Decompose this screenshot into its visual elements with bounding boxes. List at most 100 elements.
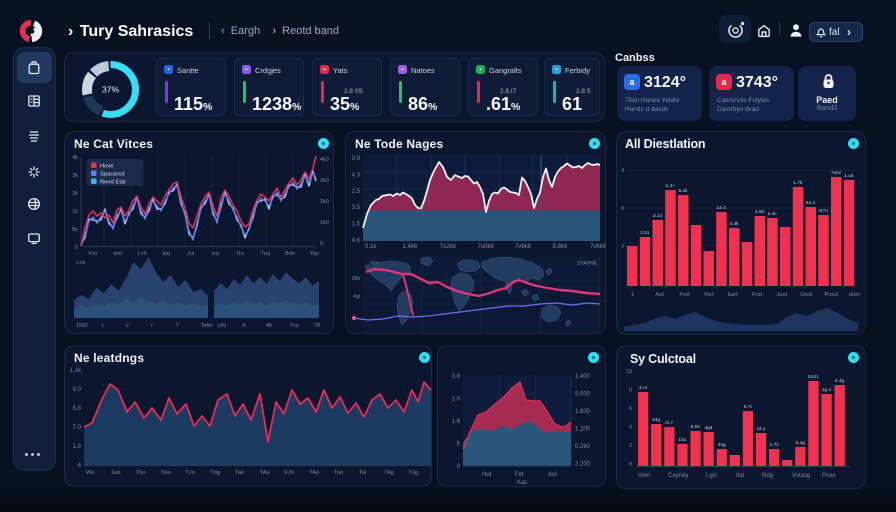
svg-text:1.400: 1.400 (575, 374, 591, 380)
svg-text:7s2k6: 7s2k6 (440, 244, 457, 250)
svg-text:FJo: FJo (284, 470, 294, 476)
svg-text:1.u3: 1.u3 (844, 173, 854, 179)
svg-text:4.4k: 4.4k (729, 221, 739, 227)
svg-text:Aul: Aul (548, 472, 557, 478)
svg-text:Oost: Oost (800, 292, 813, 298)
svg-text:5.000: 5.000 (575, 392, 591, 398)
svg-text:5141: 5141 (808, 374, 819, 380)
svg-text:Lvh: Lvh (138, 251, 147, 257)
svg-text:/4.7: /4.7 (665, 420, 673, 426)
svg-text:4I7u: 4I7u (819, 208, 829, 214)
svg-text:4.6: 4.6 (352, 238, 361, 244)
svg-text:1: 1 (631, 292, 634, 298)
svg-text:1.800: 1.800 (575, 409, 591, 415)
svg-text:1.4k6: 1.4k6 (403, 244, 418, 250)
svg-text:1.1k: 1.1k (70, 368, 82, 374)
svg-text:dom: dom (849, 292, 860, 298)
svg-text:5.52: 5.52 (691, 424, 701, 430)
svg-text:Poas: Poas (822, 473, 836, 479)
svg-text:1: 1 (101, 323, 104, 329)
svg-text:48: 48 (266, 323, 272, 329)
svg-text:7u0k6: 7u0k6 (478, 244, 495, 250)
svg-text:7v6k6: 7v6k6 (590, 244, 606, 250)
svg-text:4.93: 4.93 (755, 209, 765, 215)
svg-text:Jut: Jut (187, 251, 195, 257)
svg-text:TJo: TJo (185, 470, 195, 476)
svg-text:Fet: Fet (515, 472, 524, 478)
svg-text:Ivq: Ivq (163, 251, 170, 257)
svg-text:Vstasg: Vstasg (792, 473, 810, 479)
svg-text:54.4: 54.4 (806, 200, 816, 206)
svg-text:3.5: 3.5 (352, 205, 361, 211)
svg-text:Fro: Fro (89, 251, 97, 257)
svg-text:4.3: 4.3 (352, 172, 361, 178)
svg-text:2k0: 2k0 (320, 199, 329, 205)
svg-text:Lgis: Lgis (706, 473, 717, 479)
svg-text:Uht: Uht (218, 323, 227, 329)
svg-text:Vonl: Vonl (638, 473, 650, 479)
svg-text:5.8k6: 5.8k6 (553, 244, 568, 250)
svg-text:4g4: 4g4 (704, 425, 712, 431)
svg-text:Spacarcd: Spacarcd (100, 172, 125, 178)
svg-text:44g: 44g (652, 417, 660, 423)
svg-text:Tehrt: Tehrt (201, 323, 213, 329)
svg-text:7.0: 7.0 (73, 425, 82, 431)
svg-text:Kas: Kas (517, 480, 527, 486)
svg-text:4: 4 (621, 168, 624, 174)
svg-text:5.1k: 5.1k (678, 188, 688, 194)
svg-text:Yort: Yort (704, 292, 714, 298)
svg-text:1k0: 1k0 (320, 220, 329, 226)
svg-text:Tva: Tva (290, 323, 299, 329)
svg-text:3k: 3k (72, 173, 78, 179)
svg-text:5.7i: 5.7i (744, 404, 752, 410)
svg-text:2.200: 2.200 (575, 462, 591, 468)
svg-text:Tais: Tais (160, 470, 170, 476)
svg-text:Tuq: Tuq (261, 251, 270, 257)
svg-text:Caynay: Caynay (668, 473, 688, 479)
svg-text:2: 2 (621, 244, 624, 250)
svg-text:4+4: 4+4 (639, 385, 647, 391)
svg-text:Tai: Tai (359, 470, 366, 476)
svg-text:0: 0 (457, 464, 461, 470)
svg-text:Brts: Brts (285, 251, 295, 257)
svg-text:7vev: 7vev (831, 170, 842, 176)
svg-text:4k: 4k (72, 155, 78, 161)
svg-text:TAo: TAo (309, 470, 319, 476)
svg-text:Ndg: Ndg (762, 473, 773, 479)
svg-text:3.14: 3.14 (653, 213, 663, 219)
svg-text:a.4c: a.4c (768, 211, 778, 217)
svg-text:7Ag: 7Ag (384, 470, 394, 476)
svg-text:1.4+: 1.4+ (665, 183, 675, 189)
svg-text:0.06: 0.06 (76, 260, 86, 266)
svg-text:0.9: 0.9 (352, 156, 361, 162)
svg-text:1.7k: 1.7k (793, 180, 803, 186)
svg-text:4: 4 (629, 425, 632, 431)
svg-text:4qt: 4qt (353, 294, 361, 300)
svg-text:37%: 37% (102, 85, 119, 95)
svg-text:0.1k: 0.1k (365, 244, 377, 250)
svg-text:6: 6 (629, 406, 632, 412)
svg-text:4: 4 (78, 463, 82, 469)
svg-text:7ro: 7ro (236, 251, 244, 257)
svg-text:1.5: 1.5 (352, 222, 361, 228)
svg-text:5h: 5h (72, 227, 78, 233)
svg-text:Aut: Aut (655, 292, 664, 298)
svg-text:1.0: 1.0 (452, 397, 461, 403)
svg-text:5.4g: 5.4g (796, 440, 806, 446)
svg-text:05k: 05k (352, 276, 361, 282)
svg-text:1.7J: 1.7J (769, 442, 779, 448)
svg-text:0.280: 0.280 (575, 444, 591, 450)
svg-text:9.0: 9.0 (73, 387, 82, 393)
svg-text:1993: 1993 (76, 323, 88, 329)
svg-text:5: 5 (457, 442, 461, 448)
svg-text:/: / (151, 323, 153, 329)
svg-text:T5o: T5o (136, 470, 146, 476)
svg-text:1.51: 1.51 (640, 230, 650, 236)
svg-text:dvh: dvh (114, 251, 123, 257)
svg-text:1ao: 1ao (111, 470, 121, 476)
svg-text:4.4g: 4.4g (835, 378, 845, 384)
svg-text:Posd: Posd (825, 292, 838, 298)
svg-text:151: 151 (678, 437, 686, 443)
svg-text:3.8: 3.8 (452, 374, 461, 380)
svg-text:Yqu: Yqu (310, 251, 319, 257)
